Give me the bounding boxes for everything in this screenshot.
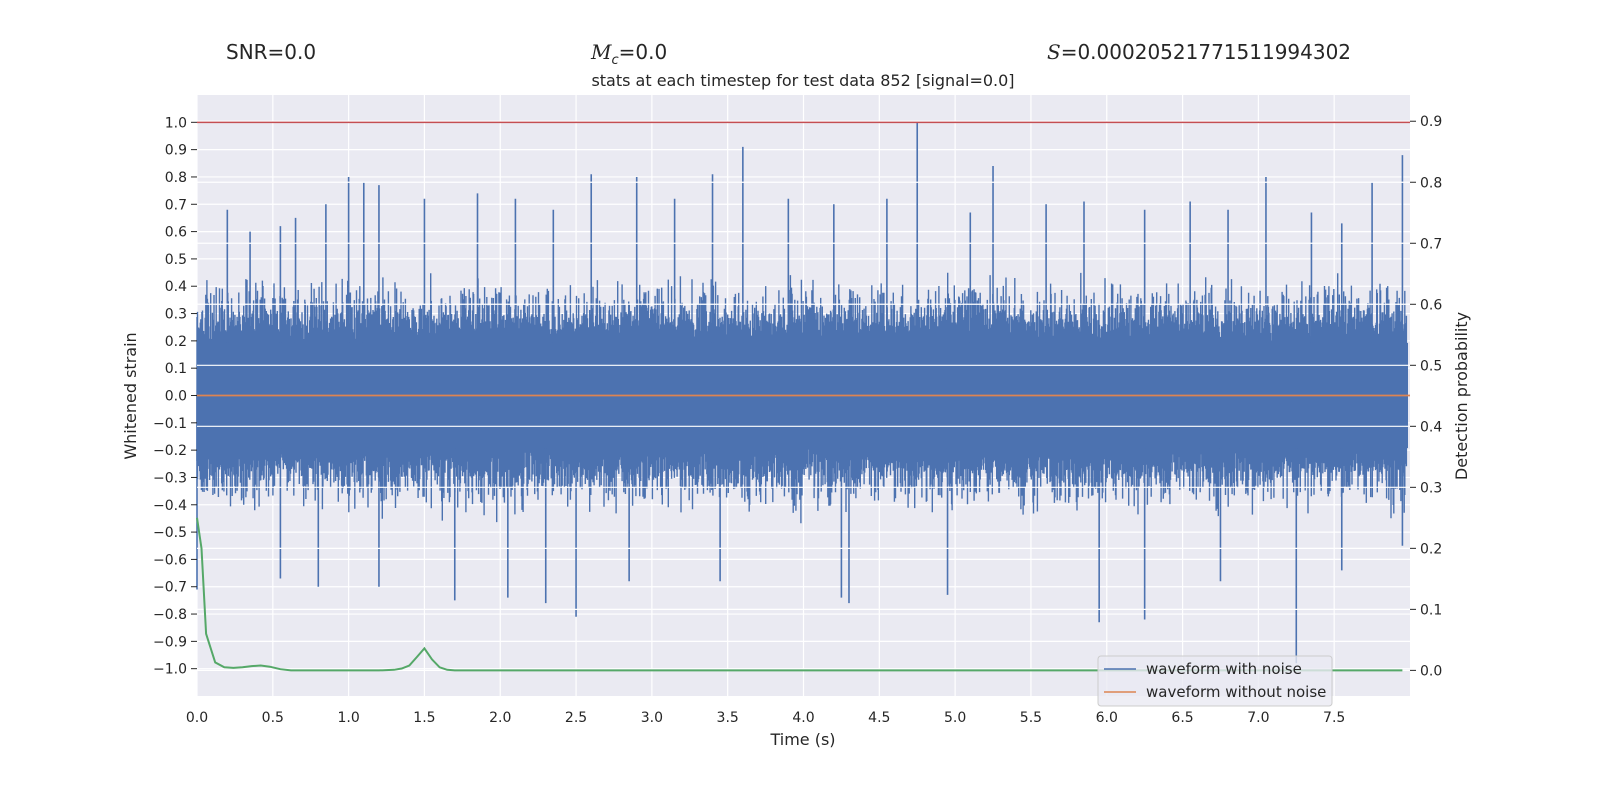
y-tick-label: 0.3	[165, 307, 187, 323]
legend-label-noisy: waveform with noise	[1146, 660, 1302, 678]
y-tick-label: −0.5	[153, 525, 187, 541]
chirp-mass-label: Mc=0.0	[591, 40, 667, 68]
y-tick-label: 0.5	[165, 252, 187, 268]
right-axis-tick-label: 0.8	[1420, 175, 1442, 191]
legend: waveform with noise waveform without noi…	[1097, 655, 1333, 707]
legend-box	[1097, 655, 1333, 707]
y-tick-label: −0.1	[153, 416, 187, 432]
y-tick-label: −1.0	[153, 662, 187, 678]
y-axis-ticks: 1.0 0.9 0.8 0.7 0.6 0.5 0.4 0.3 0.2 0.1 0.0 −0.1 −0.…	[153, 115, 197, 678]
x-axis-ticks: 0.0 0.5 1.0 1.5 2.0 2.5 3.0 3.5 4.0 4.5 5.0 5.5 6.0 6…	[186, 710, 1345, 726]
x-tick-label: 5.0	[944, 710, 966, 726]
x-axis-label: Time (s)	[769, 730, 835, 749]
x-tick-label: 0.0	[186, 710, 208, 726]
y-axis-label: Whitened strain	[121, 332, 140, 459]
y-tick-label: −0.7	[153, 580, 187, 596]
y-tick-label: 0.0	[165, 389, 187, 405]
y-tick-label: −0.6	[153, 552, 187, 568]
s-value: =0.00020521771511994302	[1060, 40, 1352, 64]
y-tick-label: 0.7	[165, 197, 187, 213]
y-tick-label: 0.2	[165, 334, 187, 350]
x-tick-label: 3.5	[717, 710, 739, 726]
right-axis-gridlines	[197, 120, 1410, 671]
y-tick-label: 0.1	[165, 361, 187, 377]
chirp-mass-value: =0.0	[618, 40, 668, 64]
right-axis-label: Detection probability	[1452, 312, 1471, 480]
s-symbol: S	[1047, 40, 1061, 64]
x-tick-label: 6.5	[1171, 710, 1193, 726]
right-axis-tick-label: 0.6	[1420, 297, 1442, 313]
right-axis-tick-label: 0.2	[1420, 541, 1442, 557]
x-tick-label: 1.5	[413, 710, 435, 726]
y-tick-label: −0.2	[153, 443, 187, 459]
x-tick-label: 0.5	[262, 710, 284, 726]
y-tick-label: −0.8	[153, 607, 187, 623]
y-tick-label: 0.8	[165, 170, 187, 186]
x-tick-label: 3.0	[641, 710, 663, 726]
right-axis-tick-label: 0.7	[1420, 236, 1442, 252]
y-tick-label: −0.9	[153, 634, 187, 650]
x-tick-label: 4.5	[868, 710, 890, 726]
chirp-mass-symbol: M	[591, 40, 612, 64]
detection-probability-line	[196, 517, 1403, 672]
s-statistic-label: S=0.00020521771511994302	[1047, 40, 1351, 64]
right-axis-tick-label: 0.1	[1420, 602, 1442, 618]
right-axis-tick-label: 0.0	[1420, 663, 1442, 679]
x-tick-label: 7.5	[1323, 710, 1345, 726]
chirp-mass-subscript: c	[611, 53, 619, 68]
right-axis-tick-label: 0.5	[1420, 358, 1442, 374]
x-tick-label: 6.0	[1096, 710, 1118, 726]
series-lines	[196, 121, 1410, 672]
x-tick-label: 2.5	[565, 710, 587, 726]
x-tick-label: 5.5	[1020, 710, 1042, 726]
right-axis-tick-label: 0.3	[1420, 480, 1442, 496]
y-tick-label: −0.3	[153, 470, 187, 486]
legend-label-clean: waveform without noise	[1146, 683, 1326, 701]
chart-title: stats at each timestep for test data 852…	[591, 71, 1014, 90]
right-axis-tick-label: 0.4	[1420, 419, 1442, 435]
snr-label: SNR=0.0	[226, 40, 317, 64]
x-tick-label: 2.0	[489, 710, 511, 726]
x-tick-label: 7.0	[1247, 710, 1269, 726]
right-axis-tick-label: 0.9	[1420, 114, 1442, 130]
y-tick-label: 0.4	[165, 279, 187, 295]
right-axis-ticks: 0.9 0.8 0.7 0.6 0.5 0.4 0.3 0.2 0.1 0.0	[1410, 114, 1442, 679]
y-tick-label: 0.6	[165, 225, 187, 241]
x-tick-label: 1.0	[337, 710, 359, 726]
y-tick-label: 1.0	[165, 115, 187, 131]
y-tick-label: −0.4	[153, 498, 187, 514]
x-tick-label: 4.0	[792, 710, 814, 726]
y-tick-label: 0.9	[165, 143, 187, 159]
